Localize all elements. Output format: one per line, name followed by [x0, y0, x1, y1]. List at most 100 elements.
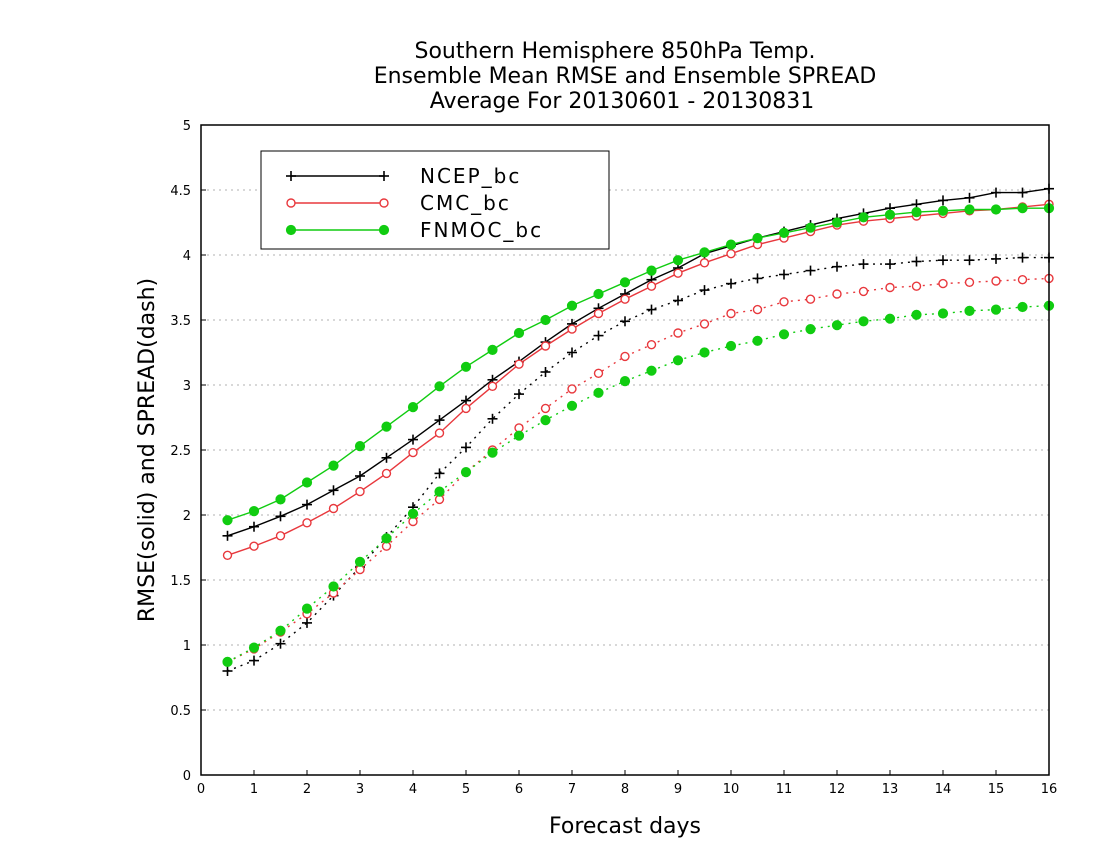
x-tick-label: 7 — [568, 782, 576, 797]
x-tick-label: 13 — [882, 782, 899, 797]
data-point — [461, 403, 471, 414]
x-tick-label: 6 — [515, 782, 523, 797]
y-tick-label: 2.5 — [170, 444, 191, 459]
data-point — [911, 309, 922, 320]
data-point — [725, 340, 737, 352]
data-point — [302, 518, 312, 528]
data-point — [779, 269, 789, 280]
data-point — [487, 381, 498, 391]
data-point — [884, 313, 896, 324]
data-point — [567, 384, 577, 394]
data-point — [858, 212, 869, 223]
data-point — [381, 452, 392, 463]
chart-title-line-1: Southern Hemisphere 850hPa Temp. — [415, 39, 816, 64]
x-tick-label: 14 — [935, 782, 952, 797]
data-point — [620, 316, 630, 327]
data-point — [990, 304, 1002, 315]
data-point — [302, 617, 312, 628]
data-point — [620, 294, 630, 304]
y-tick-label: 1 — [183, 639, 191, 654]
legend-marker-end — [379, 171, 389, 181]
data-point — [991, 253, 1001, 264]
x-tick-label: 11 — [776, 782, 793, 797]
data-point — [460, 361, 472, 372]
x-tick-label: 2 — [303, 782, 311, 797]
data-point — [434, 468, 445, 479]
data-point — [1017, 187, 1028, 198]
x-tick-label: 3 — [356, 782, 364, 797]
y-tick-label: 3.5 — [170, 314, 191, 329]
legend-label: FNMOC_bc — [420, 218, 543, 242]
data-point — [222, 530, 233, 541]
data-point — [408, 434, 418, 445]
data-point — [991, 276, 1001, 286]
x-tick-label: 15 — [988, 782, 1005, 797]
data-point — [434, 415, 445, 426]
data-point — [699, 258, 710, 268]
y-tick-label: 0 — [183, 769, 191, 784]
data-point — [938, 278, 948, 289]
data-point — [222, 515, 233, 526]
data-point — [514, 359, 524, 369]
data-point — [964, 204, 975, 215]
data-point — [540, 403, 551, 414]
legend-label: NCEP_bc — [420, 164, 521, 188]
x-tick-label: 1 — [250, 782, 258, 797]
data-point — [513, 327, 525, 339]
data-point — [672, 255, 684, 266]
data-point — [752, 273, 763, 284]
y-tick-label: 4.5 — [170, 184, 191, 199]
data-point — [990, 204, 1002, 215]
data-point — [434, 486, 445, 497]
legend-box — [260, 150, 610, 250]
data-point — [938, 255, 948, 266]
x-tick-label: 16 — [1041, 782, 1058, 797]
data-point — [964, 305, 975, 316]
legend-marker-start — [286, 171, 296, 181]
y-tick-label: 2 — [183, 509, 191, 524]
data-point — [752, 233, 763, 244]
data-point — [726, 308, 736, 319]
legend: NCEP_bc CMC_bc FNMOC_bc — [260, 150, 610, 250]
data-point — [514, 389, 524, 400]
x-tick-label: 8 — [621, 782, 629, 797]
data-point — [567, 324, 577, 334]
data-point — [1017, 301, 1028, 313]
chart-title-line-2: Ensemble Mean RMSE and Ensemble SPREAD — [374, 64, 877, 89]
data-point — [619, 376, 631, 387]
data-point — [752, 335, 763, 346]
data-point — [407, 508, 419, 519]
data-point — [381, 533, 392, 544]
data-point — [275, 511, 286, 522]
legend-marker-end — [379, 198, 389, 208]
x-axis-label: Forecast days — [549, 814, 701, 839]
y-axis-ticks: 0 0.5 1 1.5 2 2.5 3 3.5 4 4.5 5 — [170, 119, 206, 784]
data-point — [461, 442, 471, 453]
series-cmc-bc-spread — [222, 273, 1054, 667]
data-point — [248, 642, 260, 653]
data-point — [699, 247, 710, 258]
data-point — [831, 217, 843, 228]
legend-marker-end — [378, 224, 390, 236]
data-point — [328, 581, 339, 592]
data-point — [355, 486, 365, 497]
data-point — [540, 314, 551, 326]
data-point — [249, 655, 259, 666]
data-point — [646, 365, 657, 376]
series-group — [222, 183, 1055, 676]
data-point — [301, 477, 313, 488]
data-point — [540, 415, 551, 426]
series-fnmoc-bc-spread — [222, 300, 1055, 668]
data-point — [805, 324, 816, 335]
legend-marker-start — [286, 198, 296, 208]
data-point — [885, 282, 895, 293]
data-point — [673, 295, 683, 306]
x-tick-label: 12 — [829, 782, 846, 797]
data-point — [487, 413, 498, 424]
data-point — [805, 222, 816, 233]
data-point — [275, 638, 286, 649]
legend-item-cmc-bc: CMC_bc — [286, 191, 509, 215]
data-point — [699, 319, 710, 329]
data-point — [249, 521, 259, 532]
